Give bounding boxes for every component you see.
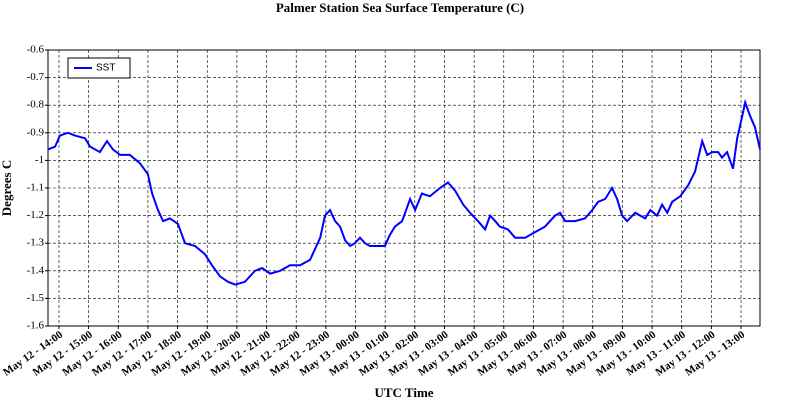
y-axis-label: Degrees C xyxy=(0,160,14,216)
y-tick-label: -1.6 xyxy=(27,320,45,332)
y-tick-label: -1 xyxy=(35,154,44,166)
y-tick-label: -1.4 xyxy=(27,264,45,276)
y-tick-label: -0.9 xyxy=(27,126,45,138)
y-tick-label: -0.7 xyxy=(27,71,45,83)
legend-label: SST xyxy=(96,63,115,74)
chart-title: Palmer Station Sea Surface Temperature (… xyxy=(276,0,524,15)
line-series xyxy=(47,98,761,286)
plot-frame xyxy=(47,49,761,327)
y-tick-label: -0.8 xyxy=(27,99,45,111)
legend-box xyxy=(67,57,131,79)
y-tick-label: -1.1 xyxy=(27,182,44,194)
y-tick-label: -0.6 xyxy=(27,44,45,56)
y-tick-label: -1.2 xyxy=(27,209,44,221)
y-tick-label: -1.3 xyxy=(27,237,45,249)
x-axis-label: UTC Time xyxy=(374,385,433,400)
y-tick-label: -1.5 xyxy=(27,292,45,304)
